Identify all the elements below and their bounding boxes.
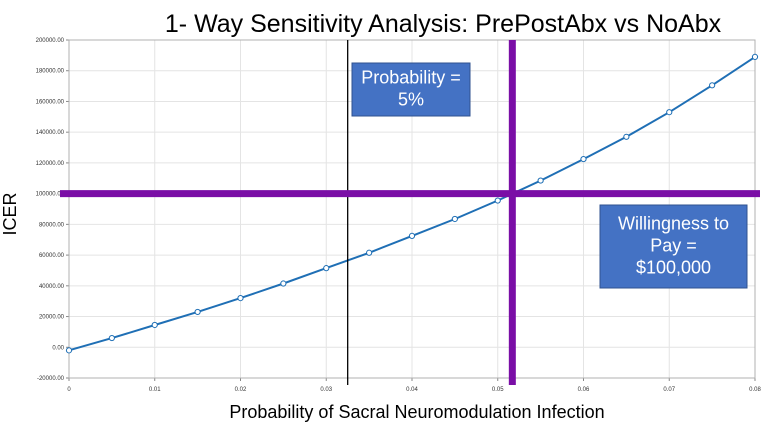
probability-callout-text: 5% [398,90,424,110]
data-point [709,82,716,89]
y-tick-labels: -20000.00 0.00 20000.00 40000.00 60000.00 800… [36,38,65,382]
data-point [451,215,458,223]
x-tick-label: 0.01 [149,387,161,393]
y-tick-label: 180000.00 [36,69,65,75]
y-tick-label: 60000.00 [39,253,65,259]
wtp-callout-text: Willingness to [618,214,729,234]
x-tick-label: 0.08 [749,387,761,393]
y-tick-label: 140000.00 [36,130,65,136]
data-point [751,53,759,61]
data-point [666,109,673,116]
x-tick-label: 0.04 [406,387,418,393]
y-tick-label: 0.00 [52,345,64,351]
probability-callout-text: Probability = [361,68,461,88]
x-tick-label: 0 [67,387,71,393]
data-point [108,334,115,342]
y-tick-label: 200000.00 [36,38,65,44]
x-tick-label: 0.06 [578,387,590,393]
data-point [237,295,244,302]
y-tick-label: 100000.00 [36,192,65,198]
wtp-callout-text: Pay = [650,236,697,256]
y-tick-label: 40000.00 [39,284,65,290]
plot-frame [68,39,756,379]
data-point [65,347,73,354]
x-axis-title: Probability of Sacral Neuromodulation In… [229,402,604,422]
y-tick-label: 120000.00 [36,161,65,167]
y-tick-label: 80000.00 [39,222,65,228]
data-point [323,265,330,272]
x-tick-label: 0.07 [663,387,675,393]
wtp-callout-box [599,204,748,289]
x-tick-label: 0.02 [235,387,247,393]
x-tick-labels: 0 0.01 0.02 0.03 0.04 0.05 0.06 0.07 0.08 [67,387,761,393]
y-tick-label: 160000.00 [36,99,65,105]
series-layer [65,53,759,354]
data-point [580,155,587,163]
y-tick-label: -20000.00 [37,376,65,382]
chart-title: 1- Way Sensitivity Analysis: PrePostAbx … [165,10,722,38]
data-point [280,280,287,287]
data-point [494,197,501,204]
y-tick-label: 20000.00 [39,315,65,321]
wtp-callout-text: $100,000 [636,258,711,278]
data-point [623,133,630,140]
data-point [366,249,373,256]
probability-callout-box [351,62,471,117]
reference-lines [60,40,760,385]
x-tick-label: 0.05 [492,387,504,393]
data-point [408,232,416,239]
data-point [194,308,201,316]
y-axis-title: ICER [0,192,20,235]
x-tick-label: 0.03 [320,387,332,393]
data-point [151,321,158,329]
data-point [537,177,544,184]
